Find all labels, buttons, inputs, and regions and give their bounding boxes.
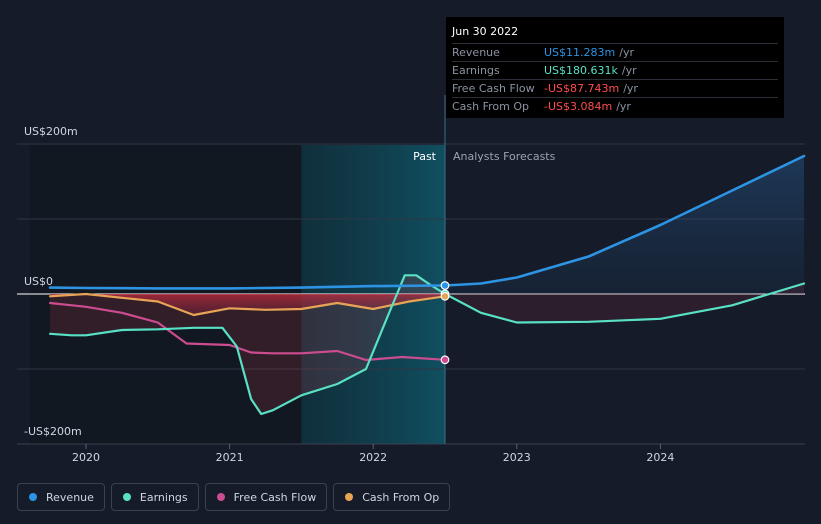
free-cash-flow-line	[49, 301, 447, 362]
legend-item-free-cash-flow[interactable]: Free Cash Flow	[204, 483, 328, 511]
tooltip-row-free-cash-flow: Free Cash Flow -US$87.743m /yr	[452, 80, 778, 98]
legend: Revenue Earnings Free Cash Flow Cash Fro…	[17, 483, 451, 511]
tooltip-label: Revenue	[452, 46, 500, 59]
point-marker	[440, 291, 450, 301]
legend-item-earnings[interactable]: Earnings	[110, 483, 199, 511]
y-tick-label: -US$200m	[24, 425, 82, 438]
x-tick-label: 2020	[72, 451, 100, 464]
cash-from-op-dot-icon	[345, 493, 354, 501]
tooltip-date: Jun 30 2022	[452, 23, 778, 44]
y-tick-label: US$200m	[24, 125, 78, 138]
tooltip-label: Free Cash Flow	[452, 82, 535, 95]
revenue-dot-icon	[29, 493, 37, 501]
tooltip-row-revenue: Revenue US$11.283m /yr	[452, 44, 778, 62]
legend-item-revenue[interactable]: Revenue	[17, 483, 105, 511]
legend-label: Free Cash Flow	[233, 490, 317, 504]
x-tick-label: 2023	[503, 451, 531, 464]
tooltip-row-cash-from-op: Cash From Op -US$3.084m /yr	[452, 98, 778, 115]
tooltip-label: Earnings	[452, 64, 500, 77]
point-marker	[440, 281, 450, 290]
free-cash-flow-dot-icon	[216, 493, 225, 501]
x-tick-label: 2021	[216, 451, 244, 464]
legend-label: Earnings	[139, 490, 188, 504]
tooltip-label: Cash From Op	[452, 100, 530, 113]
tooltip-value: -US$3.084m	[544, 100, 613, 113]
past-label: Past	[413, 150, 437, 163]
revenue-line	[48, 284, 447, 290]
tooltip-unit: /yr	[619, 46, 634, 59]
cash-from-op-line	[49, 292, 447, 317]
revenue-forecast-area	[445, 156, 804, 294]
tooltip-row-earnings: Earnings US$180.631k /yr	[452, 62, 778, 80]
earnings-forecast-area	[445, 283, 804, 323]
x-tick-label: 2022	[359, 451, 387, 464]
earnings-area	[50, 275, 445, 414]
revenue-forecast-line	[443, 154, 806, 287]
legend-label: Revenue	[46, 490, 94, 504]
tooltip-value: US$11.283m	[544, 46, 616, 59]
legend-label: Cash From Op	[362, 490, 440, 504]
y-tick-label: US$0	[24, 275, 53, 288]
point-marker	[440, 355, 450, 365]
tooltip-unit: /yr	[616, 100, 631, 113]
forecast-label: Analysts Forecasts	[453, 150, 556, 163]
earnings-line	[49, 274, 447, 416]
legend-item-cash-from-op[interactable]: Cash From Op	[333, 483, 451, 511]
tooltip-value: US$180.631k	[544, 64, 618, 77]
x-tick-label: 2024	[646, 451, 674, 464]
earnings-dot-icon	[122, 493, 131, 501]
earnings-forecast-line	[443, 282, 806, 324]
tooltip: Jun 30 2022 Revenue US$11.283m /yr Earni…	[446, 17, 784, 118]
tooltip-unit: /yr	[621, 64, 637, 77]
tooltip-value: -US$87.743m	[544, 82, 620, 95]
tooltip-unit: /yr	[623, 82, 638, 95]
cash-from-op-area	[50, 294, 445, 315]
